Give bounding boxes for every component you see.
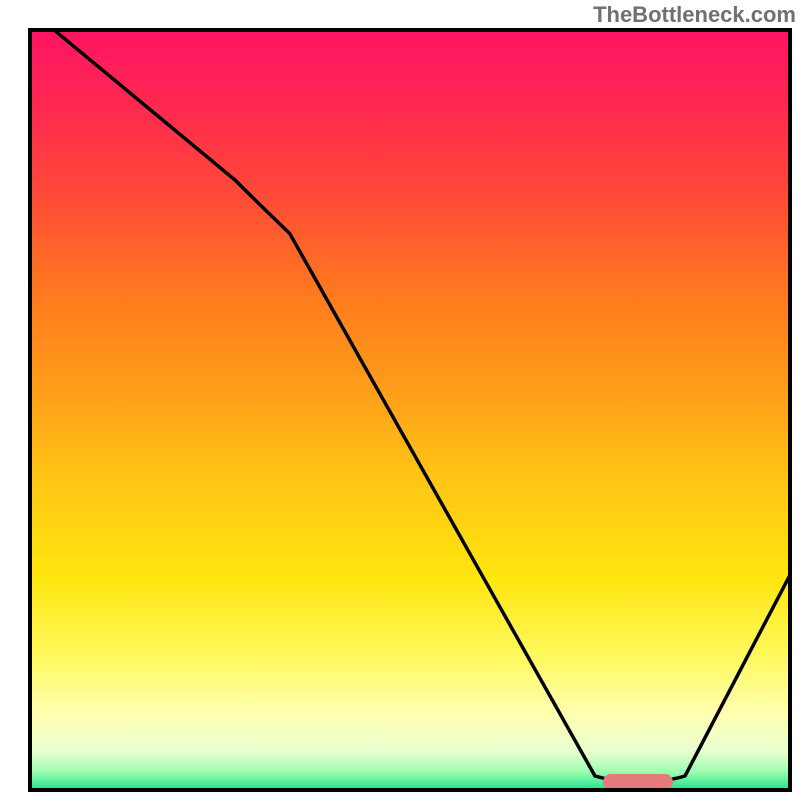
attribution-text: TheBottleneck.com [593,2,796,27]
chart-gradient-background [30,30,790,790]
optimal-range-marker [603,774,673,790]
bottleneck-chart: TheBottleneck.com [0,0,800,800]
